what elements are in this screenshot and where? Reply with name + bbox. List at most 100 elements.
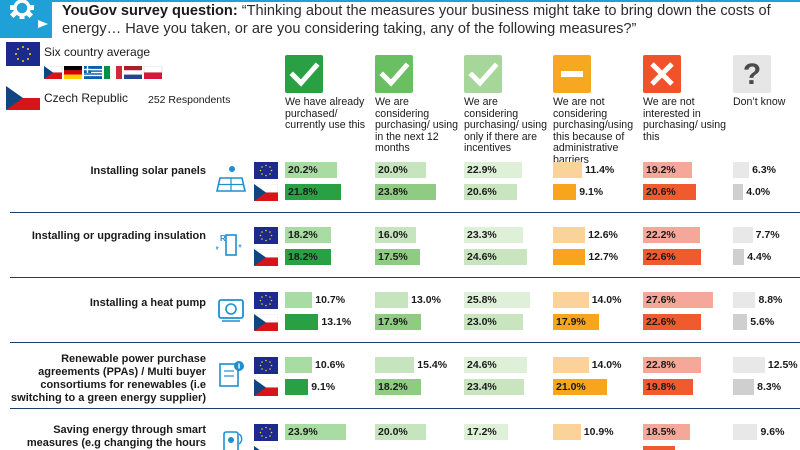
checkmark-icon — [468, 62, 499, 87]
row-label-text: Renewable power purchase agreements (PPA… — [11, 353, 206, 404]
bar-considering-six-country — [375, 292, 409, 308]
bar-considering-czech — [375, 249, 420, 265]
data-label: 7.7% — [755, 229, 780, 241]
bar-admin_barriers-czech — [553, 249, 586, 265]
bar-dont_know-czech — [733, 249, 745, 265]
checkmark-icon — [379, 62, 410, 87]
data-label: 12.6% — [588, 229, 618, 241]
svg-text:R: R — [220, 234, 226, 243]
data-label: 23.3% — [467, 229, 497, 241]
row-divider — [10, 277, 800, 278]
svg-text:*: * — [216, 245, 219, 256]
bar-admin_barriers-czech — [553, 314, 599, 330]
minus-column-icon — [553, 55, 591, 93]
column-header-dont_know: Don’t know — [733, 96, 786, 108]
bar-admin_barriers-six-country — [553, 162, 583, 178]
data-label: 21.0% — [556, 381, 586, 393]
solar-panel-icon — [216, 166, 246, 192]
bar-not_interested-czech — [643, 184, 696, 200]
row-label-1: Installing solar panels — [6, 165, 206, 178]
data-label: 10.7% — [315, 294, 346, 306]
legend-czech: Czech Republic — [44, 91, 129, 105]
bar-incentives-czech — [464, 249, 527, 265]
checkmark-icon — [289, 62, 320, 87]
bar-purchased-six-country — [285, 227, 332, 243]
bar-incentives-six-country — [464, 227, 524, 243]
svg-text:*: * — [238, 243, 242, 254]
data-label: 23.8% — [378, 186, 408, 198]
cross-icon — [650, 62, 674, 86]
data-label: 8.8% — [758, 294, 783, 306]
country-flags-strip — [44, 66, 163, 79]
czech-flag-icon — [254, 446, 278, 450]
czech-flag-icon — [254, 379, 278, 396]
question-label: YouGov survey question: — [62, 3, 238, 19]
data-label: 9.1% — [311, 381, 336, 393]
data-label: 20.0% — [378, 164, 408, 176]
czech-flag-swatch — [6, 86, 40, 110]
data-label: 11.4% — [585, 164, 615, 176]
column-header-admin_barriers: We are not considering purchasing/using … — [553, 96, 634, 166]
bar-dont_know-czech — [733, 314, 748, 330]
data-label: 15.4% — [417, 359, 448, 371]
czech-flag-icon — [254, 314, 278, 331]
survey-question: YouGov survey question: “Thinking about … — [62, 2, 787, 38]
bar-purchased-czech — [285, 249, 332, 265]
smart-meter-icon — [223, 431, 243, 450]
header-strip — [0, 0, 800, 2]
gear-badge — [0, 0, 52, 38]
data-label: 24.6% — [467, 359, 497, 371]
checkmark-column-icon — [375, 55, 413, 93]
bar-purchased-czech — [285, 184, 341, 200]
data-label: 21.8% — [288, 186, 318, 198]
bar-admin_barriers-six-country — [553, 357, 589, 373]
document-plus-icon — [219, 361, 244, 387]
data-label: 12.4% — [678, 446, 708, 450]
insulation-icon: R** — [216, 234, 242, 256]
bar-considering-six-country — [375, 357, 415, 373]
row-label-2: Installing or upgrading insulation — [6, 230, 206, 243]
bar-not_interested-six-country — [643, 357, 702, 373]
data-label: 12.7% — [588, 251, 619, 263]
data-label: 18.2% — [288, 229, 318, 241]
data-label: 20.6% — [467, 186, 497, 198]
dutch-flag-icon — [124, 66, 142, 79]
data-label: 9.1% — [579, 186, 604, 198]
bar-dont_know-six-country — [733, 162, 750, 178]
bar-dont_know-czech — [733, 184, 744, 200]
data-label: 22.6% — [646, 251, 676, 263]
checkmark-column-icon — [464, 55, 502, 93]
data-label: 18.5% — [646, 426, 676, 438]
data-label: 5.6% — [750, 316, 775, 328]
data-label: 22.8% — [646, 359, 676, 371]
row-label-text: Saving energy through smart measures (e.… — [26, 424, 206, 449]
bar-not_interested-czech — [643, 446, 675, 450]
data-label: 18.2% — [378, 381, 408, 393]
greek-flag-icon — [84, 66, 102, 79]
row-label-text: Installing a heat pump — [89, 297, 206, 309]
data-label: 23.4% — [467, 381, 497, 393]
data-label: 24.6% — [467, 251, 497, 263]
data-label: 22.2% — [646, 229, 676, 241]
data-label: 4.0% — [746, 186, 771, 198]
bar-considering-czech — [375, 379, 422, 395]
italian-flag-icon — [104, 66, 122, 79]
data-label: 20.2% — [288, 164, 318, 176]
bar-purchased-six-country — [285, 357, 313, 373]
column-header-incentives: We are considering purchasing/ using onl… — [464, 96, 548, 154]
svg-text:?: ? — [743, 58, 761, 91]
data-label: 19.8% — [646, 381, 676, 393]
data-label: 10.9% — [583, 426, 614, 438]
data-label: 12.5% — [767, 359, 798, 371]
data-label: 22.9% — [467, 164, 497, 176]
column-header-purchased: We have already purchased/ currently use… — [285, 96, 366, 131]
bar-purchased-czech — [285, 379, 309, 395]
question-icon: ? — [743, 58, 761, 91]
bar-considering-czech — [375, 314, 421, 330]
data-label: 25.8% — [467, 294, 497, 306]
bar-not_interested-six-country — [643, 424, 691, 440]
bar-not_interested-six-country — [643, 292, 714, 308]
bar-admin_barriers-czech — [553, 184, 577, 200]
bar-not_interested-six-country — [643, 162, 692, 178]
bar-admin_barriers-six-country — [553, 292, 589, 308]
